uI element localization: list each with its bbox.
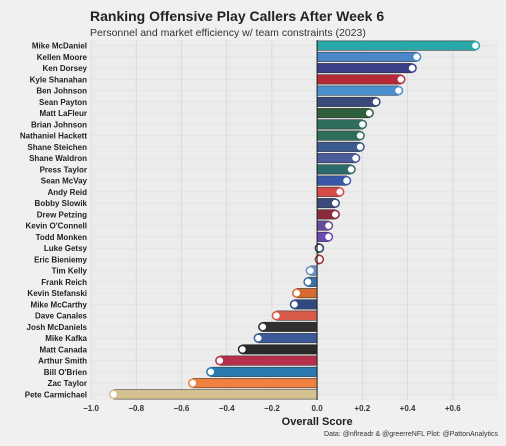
- team-logo-icon: [253, 333, 264, 343]
- team-logo-icon: [346, 164, 356, 175]
- team-logo-icon: [188, 378, 198, 388]
- bar: [316, 96, 377, 107]
- x-tick-label: +0.4: [400, 404, 416, 413]
- category-label: Eric Bieniemy: [34, 255, 87, 264]
- x-tick-label: +0.6: [445, 404, 461, 413]
- category-label: Frank Reich: [41, 278, 87, 287]
- bar: [316, 63, 413, 74]
- x-tick-label: −0.8: [128, 404, 144, 413]
- category-label: Drew Petzing: [37, 210, 87, 219]
- category-label: Shane Steichen: [27, 143, 87, 152]
- category-label: Ben Johnson: [36, 87, 87, 96]
- x-tick-label: −1.0: [83, 404, 99, 413]
- x-tick-label: −0.4: [219, 404, 235, 413]
- x-tick-label: −0.2: [264, 404, 280, 413]
- team-logo-icon: [305, 265, 316, 276]
- bar: [316, 164, 352, 175]
- bar: [210, 366, 318, 377]
- category-label: Bill O'Brien: [44, 368, 87, 377]
- category-label: Kyle Shanahan: [30, 75, 87, 84]
- category-label: Sean Payton: [39, 98, 87, 107]
- team-logo-icon: [357, 119, 368, 130]
- category-label: Tim Kelly: [52, 267, 88, 276]
- category-label: Sean McVay: [41, 177, 88, 186]
- bar: [242, 344, 318, 355]
- bar: [316, 141, 361, 152]
- team-logo-icon: [289, 299, 300, 310]
- team-logo-icon: [355, 142, 365, 152]
- category-label: Pete Carmichael: [25, 390, 87, 399]
- bar: [276, 310, 318, 321]
- chart-subtitle: Personnel and market efficiency w/ team …: [90, 27, 366, 39]
- bar: [258, 333, 318, 344]
- team-logo-icon: [411, 52, 422, 62]
- category-label: Mike McDaniel: [32, 42, 87, 51]
- category-label: Shane Waldron: [29, 154, 87, 163]
- bar: [219, 355, 318, 366]
- team-logo-icon: [271, 310, 282, 321]
- category-label: Press Taylor: [40, 165, 87, 174]
- chart-title: Ranking Offensive Play Callers After Wee…: [90, 8, 385, 24]
- x-tick-label: −0.6: [174, 404, 190, 413]
- team-logo-icon: [350, 153, 361, 163]
- team-logo-icon: [237, 344, 248, 355]
- team-logo-icon: [303, 277, 313, 287]
- category-label: Bobby Slowik: [35, 199, 88, 208]
- category-label: Josh McDaniels: [27, 323, 88, 332]
- team-logo-icon: [215, 355, 225, 366]
- team-logo-icon: [371, 97, 381, 107]
- team-logo-icon: [323, 232, 334, 242]
- team-logo-icon: [258, 322, 268, 332]
- chart-caption: Data: @nflreadr & @greerreNFL Plot: @Pat…: [324, 431, 498, 438]
- category-label: Nathaniel Hackett: [20, 132, 87, 141]
- category-label: Matt LaFleur: [39, 109, 87, 118]
- bar: [316, 153, 356, 164]
- category-label: Matt Canada: [39, 345, 87, 354]
- category-label: Brian Johnson: [31, 120, 87, 129]
- team-logo-icon: [355, 130, 365, 141]
- bar: [316, 130, 361, 141]
- x-axis-label: Overall Score: [282, 416, 353, 428]
- team-logo-icon: [330, 209, 340, 220]
- team-logo-icon: [470, 40, 481, 51]
- category-label: Ken Dorsey: [43, 64, 88, 73]
- bar: [316, 51, 417, 62]
- category-label: Mike Kafka: [45, 334, 87, 343]
- team-logo-icon: [314, 254, 325, 265]
- bar: [262, 321, 318, 332]
- x-tick-label: 0.0: [312, 404, 324, 413]
- bar: [316, 74, 402, 85]
- team-logo-icon: [323, 220, 334, 231]
- team-logo-icon: [292, 288, 302, 298]
- team-logo-icon: [206, 367, 216, 377]
- category-label: Kellen Moore: [37, 53, 88, 62]
- bar: [316, 108, 370, 119]
- team-logo-icon: [364, 108, 374, 118]
- x-tick-label: +0.2: [354, 404, 370, 413]
- team-logo-icon: [393, 85, 404, 96]
- team-logo-icon: [330, 198, 340, 208]
- team-logo-icon: [108, 389, 119, 400]
- team-logo-icon: [407, 63, 417, 73]
- team-logo-icon: [341, 175, 352, 186]
- category-label: Zac Taylor: [48, 379, 87, 388]
- category-label: Kevin O'Connell: [26, 222, 87, 231]
- bar: [316, 85, 399, 96]
- team-logo-icon: [334, 187, 345, 197]
- team-logo-icon: [314, 243, 325, 253]
- bar: [192, 378, 318, 389]
- category-label: Andy Reid: [47, 188, 87, 197]
- category-label: Todd Monken: [36, 233, 88, 242]
- category-label: Dave Canales: [35, 312, 88, 321]
- category-label: Luke Getsy: [44, 244, 88, 253]
- bar: [113, 389, 318, 400]
- team-logo-icon: [396, 74, 406, 85]
- bar: [316, 119, 363, 130]
- category-label: Kevin Stefanski: [27, 289, 87, 298]
- category-label: Mike McCarthy: [31, 300, 88, 309]
- category-label: Arthur Smith: [38, 357, 87, 366]
- bar: [316, 40, 476, 51]
